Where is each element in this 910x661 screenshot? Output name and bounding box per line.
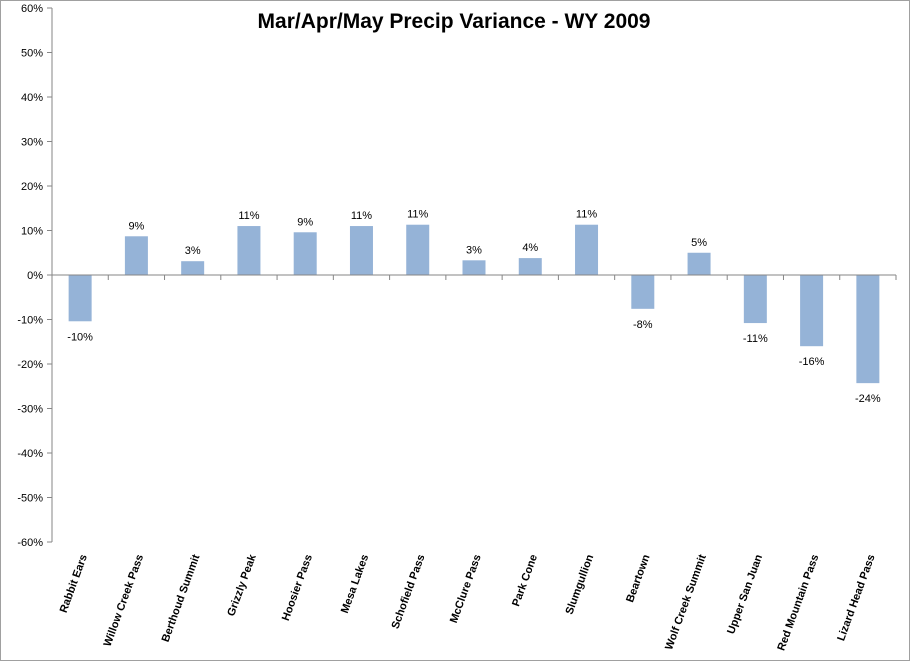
category-label: Rabbit Ears bbox=[58, 553, 90, 615]
category-label: Schofield Pass bbox=[390, 553, 428, 631]
data-label: 11% bbox=[351, 210, 372, 222]
y-tick-label: -10% bbox=[17, 315, 43, 327]
data-label: 3% bbox=[185, 245, 201, 257]
y-tick-label: 30% bbox=[21, 137, 43, 149]
y-tick-label: -20% bbox=[17, 359, 43, 371]
category-label: Lizard Head Pass bbox=[835, 553, 877, 643]
bar bbox=[800, 275, 824, 347]
category-label: Willow Creek Pass bbox=[102, 553, 146, 648]
data-label: 11% bbox=[576, 209, 597, 221]
y-tick-label: 60% bbox=[21, 3, 43, 15]
data-label: 11% bbox=[407, 209, 428, 221]
bar bbox=[124, 236, 148, 275]
bar bbox=[181, 261, 205, 275]
category-label: McClure Pass bbox=[448, 553, 484, 625]
data-label: 11% bbox=[238, 210, 259, 222]
data-label: 4% bbox=[522, 242, 538, 254]
data-labels: -10% 9% 3% 11% 9% 11% 11% 3% 4% 11% -8% 5% -11% -16% -… bbox=[67, 209, 881, 405]
y-axis-ticks: 60% 50% 40% 30% 20% 10% 0% -10% -20% -30% -40% -50%… bbox=[17, 3, 52, 549]
y-tick-label: 50% bbox=[21, 48, 43, 60]
data-label: 9% bbox=[128, 220, 144, 232]
category-label: Grizzly Peak bbox=[225, 552, 259, 618]
bar bbox=[575, 224, 599, 275]
bar bbox=[518, 258, 542, 275]
data-label: -10% bbox=[67, 331, 93, 343]
bar bbox=[406, 224, 430, 275]
bar bbox=[349, 226, 373, 275]
data-label: 5% bbox=[691, 237, 707, 249]
category-label: Berthoud Summit bbox=[160, 553, 203, 644]
data-label: -8% bbox=[633, 319, 653, 331]
y-tick-label: 0% bbox=[27, 270, 43, 282]
chart-title: Mar/Apr/May Precip Variance - WY 2009 bbox=[257, 10, 651, 33]
y-tick-label: 40% bbox=[21, 92, 43, 104]
data-label: -11% bbox=[743, 333, 768, 345]
bar bbox=[856, 275, 880, 384]
category-label: Wolf Creek Summit bbox=[663, 553, 709, 652]
data-label: 3% bbox=[466, 244, 482, 256]
category-label: Park Cone bbox=[510, 553, 540, 608]
bars bbox=[68, 224, 880, 384]
y-tick-label: -60% bbox=[17, 537, 43, 549]
category-label: Slumgullion bbox=[564, 553, 597, 617]
bar bbox=[293, 232, 317, 275]
data-label: -24% bbox=[855, 393, 881, 405]
axes bbox=[51, 8, 897, 542]
y-tick-label: 20% bbox=[21, 181, 43, 193]
data-label: 9% bbox=[297, 216, 313, 228]
category-label: Hoosier Pass bbox=[280, 553, 315, 623]
category-label: Mesa Lakes bbox=[339, 553, 371, 615]
y-tick-label: 10% bbox=[21, 226, 43, 238]
bar bbox=[631, 275, 655, 309]
category-label: Upper San Juan bbox=[725, 553, 765, 636]
bar bbox=[743, 275, 767, 324]
bar bbox=[462, 260, 486, 275]
y-tick-label: -40% bbox=[17, 448, 43, 460]
category-label: Red Mountain Pass bbox=[775, 553, 821, 652]
data-label: -16% bbox=[799, 356, 825, 368]
y-tick-label: -30% bbox=[17, 404, 43, 416]
bar bbox=[68, 275, 92, 322]
bar bbox=[237, 226, 261, 275]
category-labels: Rabbit Ears Willow Creek Pass Berthoud Sum… bbox=[58, 552, 878, 652]
category-label: Beartown bbox=[624, 553, 653, 604]
y-tick-label: -50% bbox=[17, 493, 43, 505]
bar bbox=[687, 252, 711, 275]
